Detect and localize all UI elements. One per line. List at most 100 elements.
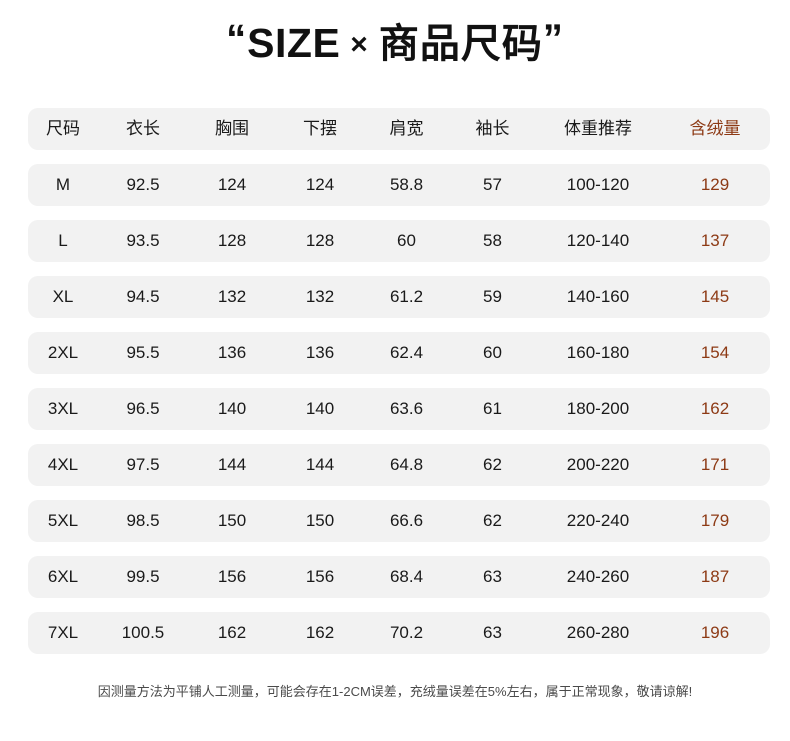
table-row: 7XL 100.5 162 162 70.2 63 260-280 196 bbox=[28, 612, 770, 654]
cell-shoulder: 70.2 bbox=[389, 623, 424, 642]
page-title: “SIZE × 商品尺码” bbox=[0, 0, 790, 72]
cell-shoulder: 68.4 bbox=[389, 567, 424, 586]
cell-weight: 260-280 bbox=[566, 623, 630, 642]
table-header-row: 尺码 衣长 胸围 下摆 肩宽 袖长 体重推荐 含绒量 bbox=[28, 108, 770, 150]
table-row: 3XL 96.5 140 140 63.6 61 180-200 162 bbox=[28, 388, 770, 430]
cell-size: 4XL bbox=[47, 455, 79, 474]
cell-shoulder: 58.8 bbox=[389, 175, 424, 194]
cell-shoulder: 61.2 bbox=[389, 287, 424, 306]
cell-length: 100.5 bbox=[121, 623, 165, 642]
column-header-sleeve: 袖长 bbox=[475, 119, 510, 138]
cell-length: 96.5 bbox=[126, 399, 160, 418]
cell-length: 92.5 bbox=[126, 175, 160, 194]
table-row: L 93.5 128 128 60 58 120-140 137 bbox=[28, 220, 770, 262]
cell-bust: 124 bbox=[217, 175, 247, 194]
title-open-quote: “ bbox=[226, 17, 248, 61]
cell-down-fill: 179 bbox=[700, 511, 730, 530]
table-row: 6XL 99.5 156 156 68.4 63 240-260 187 bbox=[28, 556, 770, 598]
cell-weight: 240-260 bbox=[566, 567, 630, 586]
cell-sleeve: 60 bbox=[483, 343, 502, 362]
cell-hem: 132 bbox=[305, 287, 335, 306]
cell-sleeve: 63 bbox=[483, 567, 502, 586]
table-row: 4XL 97.5 144 144 64.8 62 200-220 171 bbox=[28, 444, 770, 486]
cell-sleeve: 62 bbox=[483, 455, 502, 474]
cell-weight: 140-160 bbox=[566, 287, 630, 306]
cell-bust: 132 bbox=[217, 287, 247, 306]
title-chinese-word: 商品尺码 bbox=[378, 22, 543, 66]
cell-size: XL bbox=[52, 287, 74, 306]
cell-weight: 220-240 bbox=[566, 511, 630, 530]
cell-sleeve: 59 bbox=[483, 287, 502, 306]
cell-sleeve: 61 bbox=[483, 399, 502, 418]
cell-down-fill: 162 bbox=[700, 399, 730, 418]
cell-size: 2XL bbox=[47, 343, 79, 362]
cell-shoulder: 63.6 bbox=[389, 399, 424, 418]
cell-hem: 128 bbox=[305, 231, 335, 250]
cell-bust: 140 bbox=[217, 399, 247, 418]
cell-size: 7XL bbox=[47, 623, 79, 642]
page-title-text: “SIZE × 商品尺码” bbox=[226, 17, 564, 73]
cell-shoulder: 62.4 bbox=[389, 343, 424, 362]
column-header-length: 衣长 bbox=[126, 119, 160, 138]
cell-sleeve: 57 bbox=[483, 175, 502, 194]
cell-hem: 124 bbox=[305, 175, 335, 194]
cell-weight: 160-180 bbox=[566, 343, 630, 362]
cell-weight: 200-220 bbox=[566, 455, 630, 474]
cell-down-fill: 187 bbox=[700, 567, 730, 586]
cell-bust: 128 bbox=[217, 231, 247, 250]
cell-weight: 100-120 bbox=[566, 175, 630, 194]
cell-length: 94.5 bbox=[126, 287, 160, 306]
cell-bust: 162 bbox=[217, 623, 247, 642]
column-header-size: 尺码 bbox=[46, 119, 80, 138]
title-close-quote: ” bbox=[542, 17, 564, 61]
title-size-word: SIZE bbox=[247, 20, 341, 66]
cell-length: 99.5 bbox=[126, 567, 160, 586]
cell-shoulder: 66.6 bbox=[389, 511, 424, 530]
cell-hem: 156 bbox=[305, 567, 335, 586]
cell-hem: 162 bbox=[305, 623, 335, 642]
table-row: 5XL 98.5 150 150 66.6 62 220-240 179 bbox=[28, 500, 770, 542]
cell-size: M bbox=[55, 175, 71, 194]
cell-sleeve: 63 bbox=[483, 623, 502, 642]
cell-shoulder: 60 bbox=[397, 231, 416, 250]
cell-length: 95.5 bbox=[126, 343, 160, 362]
cell-bust: 150 bbox=[217, 511, 247, 530]
cell-length: 93.5 bbox=[126, 231, 160, 250]
cell-hem: 144 bbox=[305, 455, 335, 474]
table-row: M 92.5 124 124 58.8 57 100-120 129 bbox=[28, 164, 770, 206]
cell-sleeve: 58 bbox=[483, 231, 502, 250]
cell-length: 98.5 bbox=[126, 511, 160, 530]
cell-bust: 156 bbox=[217, 567, 247, 586]
cell-size: L bbox=[58, 231, 68, 250]
cell-size: 5XL bbox=[47, 511, 79, 530]
cell-sleeve: 62 bbox=[483, 511, 502, 530]
cell-weight: 120-140 bbox=[566, 231, 630, 250]
cell-down-fill: 137 bbox=[700, 231, 730, 250]
cell-shoulder: 64.8 bbox=[389, 455, 424, 474]
cell-down-fill: 196 bbox=[700, 623, 730, 642]
column-header-down-fill: 含绒量 bbox=[689, 119, 741, 138]
cell-size: 3XL bbox=[47, 399, 79, 418]
size-table: 尺码 衣长 胸围 下摆 肩宽 袖长 体重推荐 含绒量 M 92.5 124 12… bbox=[28, 108, 770, 668]
cell-down-fill: 129 bbox=[700, 175, 730, 194]
cell-weight: 180-200 bbox=[566, 399, 630, 418]
column-header-weight: 体重推荐 bbox=[564, 119, 632, 138]
cell-length: 97.5 bbox=[126, 455, 160, 474]
column-header-shoulder: 肩宽 bbox=[389, 119, 424, 138]
cell-bust: 144 bbox=[217, 455, 247, 474]
table-row: XL 94.5 132 132 61.2 59 140-160 145 bbox=[28, 276, 770, 318]
column-header-hem: 下摆 bbox=[303, 119, 337, 138]
cell-down-fill: 171 bbox=[700, 455, 730, 474]
table-row: 2XL 95.5 136 136 62.4 60 160-180 154 bbox=[28, 332, 770, 374]
measurement-disclaimer: 因测量方法为平铺人工测量，可能会存在1-2CM误差，充绒量误差在5%左右，属于正… bbox=[97, 684, 693, 699]
cell-size: 6XL bbox=[47, 567, 79, 586]
cell-bust: 136 bbox=[217, 343, 247, 362]
title-times-symbol: × bbox=[350, 28, 369, 61]
cell-down-fill: 145 bbox=[700, 287, 730, 306]
column-header-bust: 胸围 bbox=[215, 119, 249, 138]
cell-down-fill: 154 bbox=[700, 343, 730, 362]
cell-hem: 150 bbox=[305, 511, 335, 530]
cell-hem: 140 bbox=[305, 399, 335, 418]
cell-hem: 136 bbox=[305, 343, 335, 362]
